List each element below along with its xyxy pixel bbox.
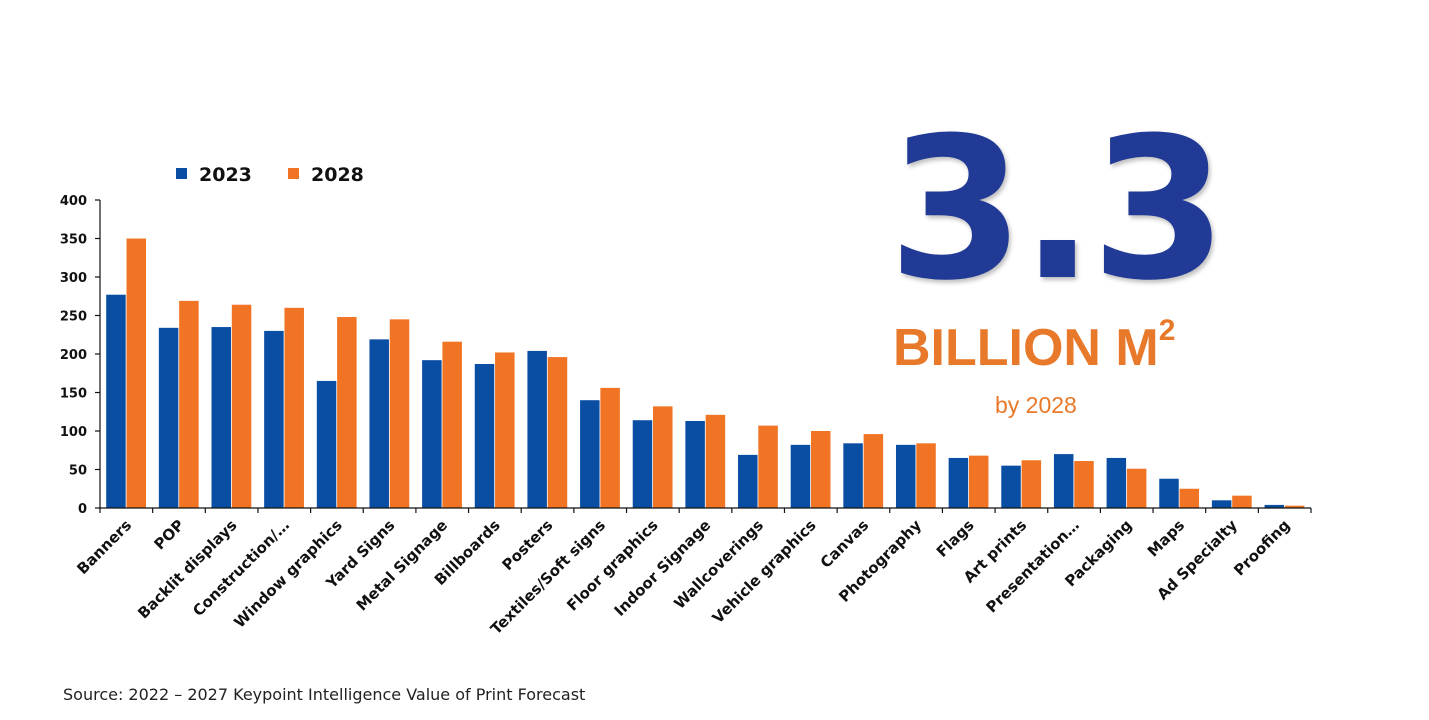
y-tick-label: 300 xyxy=(60,271,87,286)
bar-2028 xyxy=(863,434,884,508)
bar-2028 xyxy=(1179,488,1200,508)
bar-2028 xyxy=(1284,505,1305,508)
x-category-label: Construction/… xyxy=(189,516,293,620)
x-category-label: Vehicle graphics xyxy=(709,516,820,627)
source-note: Source: 2022 – 2027 Keypoint Intelligenc… xyxy=(63,685,586,704)
bar-2023 xyxy=(843,443,863,508)
bar-2028 xyxy=(495,352,515,508)
bar-2028 xyxy=(231,304,252,508)
bar-2028 xyxy=(810,431,831,508)
bar-2023 xyxy=(738,454,758,508)
bar-2028 xyxy=(705,414,726,508)
callout-subtitle: by 2028 xyxy=(995,392,1077,418)
bar-2023 xyxy=(895,444,916,508)
bar-2028 xyxy=(442,341,462,508)
bar-2028 xyxy=(389,319,410,508)
legend-label-2023: 2023 xyxy=(199,164,252,186)
y-tick-label: 150 xyxy=(60,387,87,402)
bar-2028 xyxy=(1126,468,1147,508)
x-category-label: Floor graphics xyxy=(563,516,662,615)
bar-2028 xyxy=(600,387,620,508)
bar-2028 xyxy=(1021,460,1042,508)
bar-2028 xyxy=(547,357,568,508)
callout-unit: BILLION M2 xyxy=(893,314,1175,378)
bar-2023 xyxy=(474,364,495,508)
callout-number: 3.3 xyxy=(888,96,1227,324)
x-category-label: Indoor Signage xyxy=(611,516,715,620)
bar-2023 xyxy=(632,420,653,508)
y-tick-label: 400 xyxy=(60,194,87,209)
bar-2023 xyxy=(580,400,600,508)
bar-2028 xyxy=(1232,495,1252,508)
legend: 2023 2028 xyxy=(176,164,364,186)
bar-2023 xyxy=(1106,457,1127,508)
y-tick-label: 200 xyxy=(60,348,87,363)
bar-2023 xyxy=(1211,500,1232,508)
x-category-label: Proofing xyxy=(1230,516,1293,579)
x-category-label: Wallcoverings xyxy=(670,516,767,613)
bar-2028 xyxy=(337,317,357,508)
bar-2023 xyxy=(685,420,705,508)
bar-2023 xyxy=(158,327,179,508)
x-category-label: Backlit displays xyxy=(134,516,240,622)
bar-2023 xyxy=(1001,465,1021,508)
legend-swatch-2028 xyxy=(288,168,299,179)
x-category-label: Presentation… xyxy=(983,516,1083,616)
x-category-label: Maps xyxy=(1144,516,1188,560)
bar-2028 xyxy=(916,443,936,508)
x-category-label: POP xyxy=(151,516,188,553)
bar-2023 xyxy=(1053,454,1074,508)
bars xyxy=(106,238,1305,508)
y-tick-label: 250 xyxy=(60,310,87,325)
y-tick-label: 50 xyxy=(69,464,87,479)
callout-unit-text: BILLION M xyxy=(893,319,1159,377)
y-tick-label: 0 xyxy=(78,502,87,517)
bar-2023 xyxy=(527,350,547,508)
bar-2023 xyxy=(211,327,232,508)
legend-label-2028: 2028 xyxy=(311,164,364,186)
bar-2023 xyxy=(1159,478,1179,508)
x-category-label: Banners xyxy=(73,516,135,578)
x-category-label: Flags xyxy=(933,516,978,561)
bar-2028 xyxy=(179,300,199,508)
bar-2028 xyxy=(284,307,304,508)
y-tick-label: 350 xyxy=(60,233,87,248)
bar-2023 xyxy=(106,294,126,508)
x-category-label: Metal Signage xyxy=(353,516,451,614)
legend-swatch-2023 xyxy=(176,168,187,179)
bar-2023 xyxy=(369,339,389,508)
bar-2023 xyxy=(422,360,442,508)
bar-2028 xyxy=(653,406,673,508)
bar-2028 xyxy=(968,455,989,508)
bar-2023 xyxy=(948,457,969,508)
bar-2023 xyxy=(1264,504,1285,508)
y-tick-label: 100 xyxy=(60,425,87,440)
callout-unit-superscript: 2 xyxy=(1158,314,1176,347)
bar-2023 xyxy=(316,380,337,508)
bar-2028 xyxy=(126,238,146,508)
y-axis: 0 50 100 150 200 250 300 350 400 xyxy=(60,194,101,517)
bar-2023 xyxy=(264,330,284,508)
bar-2028 xyxy=(1074,461,1094,508)
bar-2028 xyxy=(758,425,778,508)
bar-2023 xyxy=(790,444,811,508)
